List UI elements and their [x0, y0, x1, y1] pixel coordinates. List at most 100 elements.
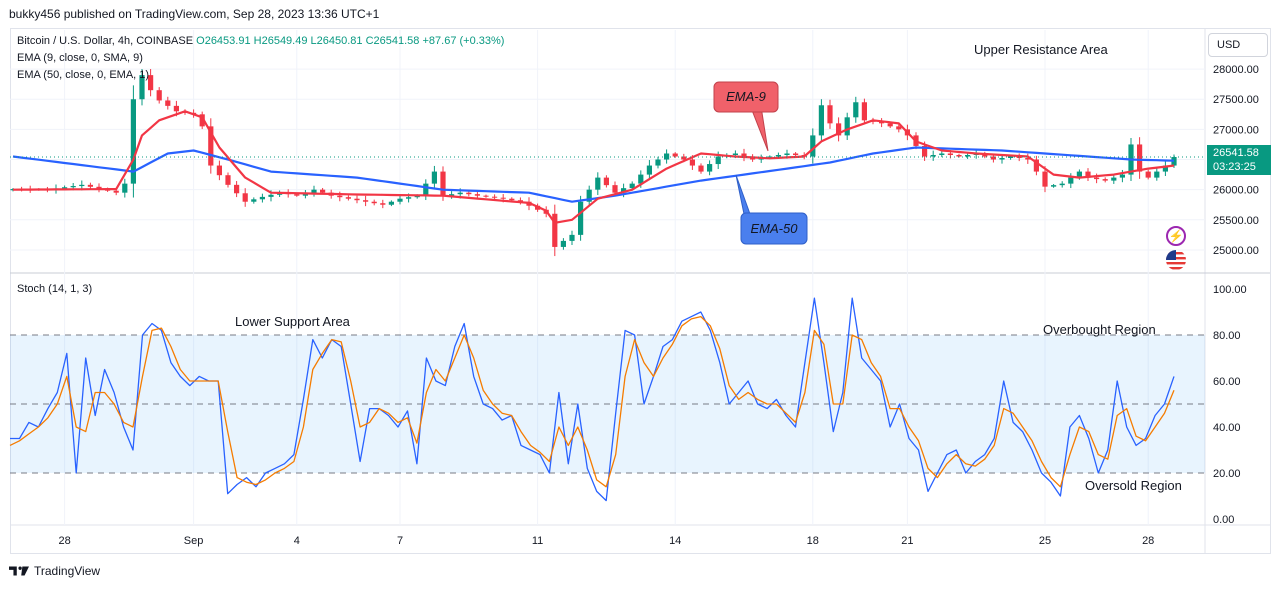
candle-body: [87, 184, 93, 187]
stoch-tick-label: 100.00: [1213, 284, 1247, 296]
candle-body: [560, 240, 566, 247]
candle-body: [999, 158, 1005, 160]
candle-body: [1059, 183, 1065, 186]
currency-selector[interactable]: USD: [1208, 33, 1268, 57]
candle-body: [681, 156, 687, 160]
candle-body: [638, 174, 644, 184]
candle-body: [732, 153, 738, 155]
candle-body: [517, 200, 523, 202]
ema50-callout: EMA-50: [735, 174, 808, 245]
price-tick-label: 25000.00: [1213, 245, 1259, 257]
candles-group: [10, 68, 1177, 257]
candle-body: [139, 75, 145, 100]
stoch-legend[interactable]: Stoch (14, 1, 3): [17, 283, 93, 295]
candle-body: [397, 198, 403, 202]
candle-body: [492, 196, 498, 198]
candle-body: [922, 145, 928, 157]
stoch-tick-label: 60.00: [1213, 376, 1241, 388]
grid: [10, 30, 1205, 525]
tradingview-logo-icon: [9, 566, 29, 576]
ema9-legend[interactable]: EMA (9, close, 0, SMA, 9): [17, 52, 143, 64]
candle-body: [1094, 177, 1100, 180]
candle-body: [440, 171, 446, 196]
candle-body: [148, 75, 154, 91]
symbol-label[interactable]: Bitcoin / U.S. Dollar, 4h, COINBASE: [17, 35, 194, 47]
time-tick-label: 11: [532, 535, 543, 547]
footer-brand-label: TradingView: [34, 564, 101, 578]
candle-body: [990, 156, 996, 160]
candle-body: [474, 194, 480, 196]
stoch-tick-label: 20.00: [1213, 468, 1241, 480]
ema50-callout-pointer: [735, 174, 751, 215]
publish-info: bukky456 published on TradingView.com, S…: [9, 7, 380, 21]
candle-body: [70, 186, 76, 188]
candle-body: [595, 177, 601, 190]
stoch-tick-label: 40.00: [1213, 422, 1241, 434]
candle-body: [113, 190, 119, 193]
time-tick-label: 25: [1039, 535, 1051, 547]
us-flag-icon[interactable]: [1166, 250, 1186, 270]
footer-brand[interactable]: TradingView: [9, 562, 100, 580]
candle-body: [646, 165, 652, 175]
candle-body: [414, 195, 420, 198]
candle-body: [698, 165, 704, 172]
candle-body: [707, 164, 713, 172]
candle-body: [431, 171, 437, 184]
stoch-tick-label: 0.00: [1213, 514, 1234, 526]
overbought-label: Overbought Region: [1043, 322, 1156, 337]
candle-body: [569, 234, 575, 241]
ema50-callout-box: [740, 212, 808, 245]
candle-body: [552, 213, 558, 247]
candle-body: [500, 197, 506, 199]
candle-body: [242, 193, 248, 202]
lower-support-label: Lower Support Area: [235, 314, 351, 329]
candle-body: [1051, 185, 1057, 187]
candle-body: [225, 175, 231, 185]
candle-body: [1162, 165, 1168, 172]
time-tick-label: 14: [669, 535, 681, 547]
time-tick-label: 28: [1142, 535, 1154, 547]
candle-body: [371, 201, 377, 204]
candle-body: [827, 105, 833, 124]
candle-body: [363, 200, 369, 202]
low-value: L26450.81: [310, 35, 363, 47]
candle-body: [354, 198, 360, 201]
candle-body: [887, 123, 893, 127]
candle-body: [861, 102, 867, 121]
candle-body: [199, 114, 205, 127]
candle-body: [388, 201, 394, 205]
time-tick-label: 7: [397, 535, 403, 547]
ema9-line: [12, 110, 1175, 224]
change-value: +87.67 (+0.33%): [422, 35, 505, 47]
time-tick-label: Sep: [184, 535, 204, 547]
candle-body: [466, 192, 472, 195]
ema50-legend[interactable]: EMA (50, close, 0, EMA, 1): [17, 69, 150, 81]
panel-dividers: [10, 28, 1270, 553]
candle-body: [655, 159, 661, 166]
candle-body: [1076, 171, 1082, 178]
candle-body: [483, 195, 489, 197]
candle-body: [947, 153, 953, 155]
lightning-icon[interactable]: ⚡: [1166, 226, 1186, 246]
candle-body: [208, 126, 214, 166]
candle-body: [1102, 179, 1108, 181]
stoch-d-line: [9, 315, 1175, 488]
ema-lines-group: [10, 110, 1205, 224]
stoch-lines-group: [9, 297, 1175, 502]
price-tick-label: 25500.00: [1213, 215, 1259, 227]
candle-body: [345, 197, 351, 199]
candle-body: [793, 153, 799, 155]
countdown-tag: 03:23:25: [1207, 159, 1271, 175]
open-value: O26453.91: [196, 35, 251, 47]
candle-body: [672, 153, 678, 157]
candle-body: [775, 155, 781, 157]
candle-body: [879, 121, 885, 124]
candle-body: [612, 185, 618, 193]
candle-body: [380, 203, 386, 205]
candle-body: [896, 126, 902, 130]
candle-body: [165, 100, 171, 106]
ema9-callout-label: EMA-9: [726, 89, 766, 104]
stoch-tick-label: 80.00: [1213, 330, 1241, 342]
price-tick-label: 26000.00: [1213, 185, 1259, 197]
